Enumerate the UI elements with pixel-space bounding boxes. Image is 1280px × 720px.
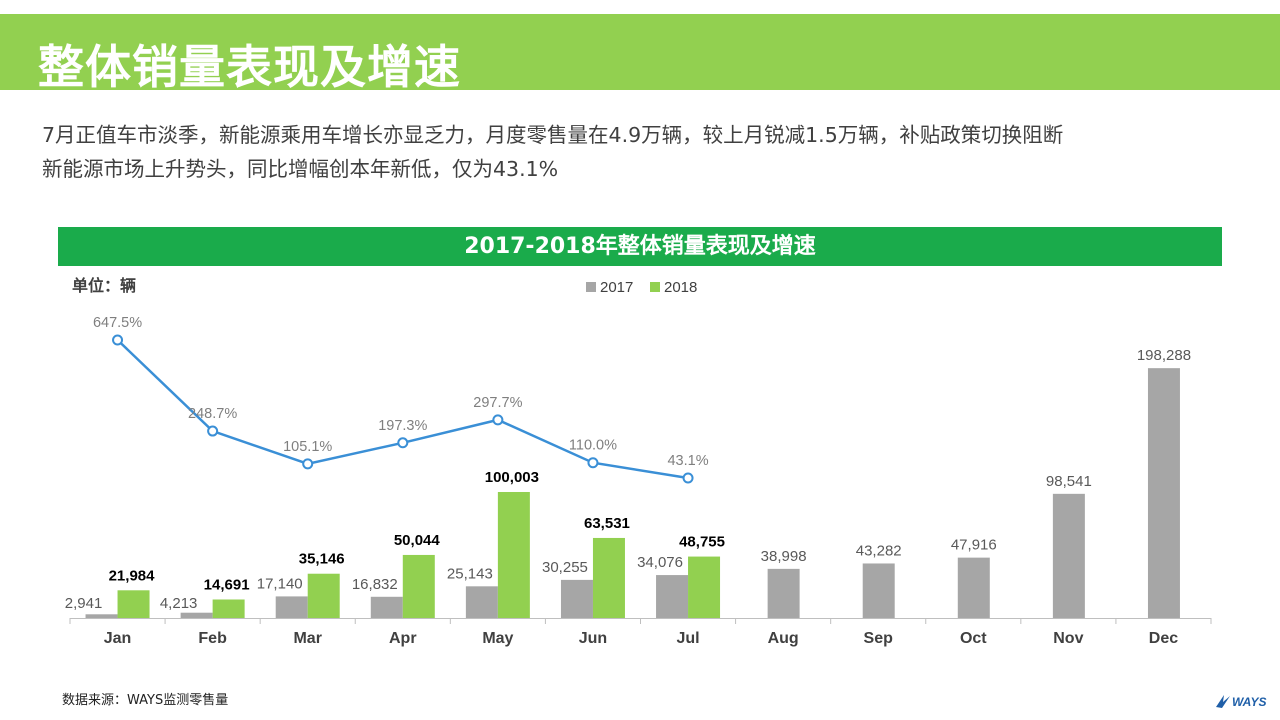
- summary-text: 7月正值车市淡季，新能源乘用车增长亦显乏力，月度零售量在4.9万辆，较上月锐减1…: [42, 118, 1252, 186]
- bar-2017-oct: [957, 557, 990, 618]
- data-label-2017-apr: 16,832: [352, 576, 398, 593]
- x-tick-label-oct: Oct: [960, 630, 987, 647]
- x-tick-label-may: May: [482, 630, 513, 647]
- bar-2018-feb: [212, 599, 245, 618]
- growth-label-jul: 43.1%: [667, 453, 708, 469]
- bar-2018-jul: [688, 556, 721, 618]
- bar-2018-apr: [402, 554, 435, 618]
- x-tick-label-dec: Dec: [1149, 630, 1178, 647]
- logo-text: WAYS: [1232, 695, 1266, 709]
- growth-label-feb: 248.7%: [188, 406, 237, 422]
- x-tick-label-aug: Aug: [768, 630, 799, 647]
- bar-2017-nov: [1052, 493, 1085, 618]
- unit-label: 单位：辆: [72, 276, 137, 295]
- bar-2017-sep: [862, 563, 895, 618]
- growth-label-apr: 197.3%: [378, 418, 427, 434]
- data-label-2018-jul: 48,755: [679, 534, 725, 551]
- data-label-2017-sep: 43,282: [856, 542, 902, 559]
- chart-title: 2017-2018年整体销量表现及增速: [464, 234, 816, 259]
- data-label-2017-nov: 98,541: [1046, 473, 1092, 490]
- legend-swatch-2017: [586, 282, 596, 292]
- x-tick-label-sep: Sep: [864, 630, 894, 647]
- summary-line-2: 新能源市场上升势头，同比增幅创本年新低，仅为43.1%: [42, 157, 559, 181]
- x-tick-label-jun: Jun: [579, 630, 607, 647]
- bar-2017-mar: [275, 596, 308, 618]
- data-label-2017-jun: 30,255: [542, 559, 588, 576]
- growth-label-jun: 110.0%: [569, 438, 617, 454]
- page-title: 整体销量表现及增速: [38, 40, 461, 94]
- x-tick-label-feb: Feb: [198, 630, 227, 647]
- bar-2018-jan: [117, 590, 150, 618]
- data-label-2018-mar: 35,146: [299, 551, 345, 568]
- x-tick-label-nov: Nov: [1053, 630, 1083, 647]
- growth-point-mar: [302, 458, 314, 470]
- top-stripe: [0, 0, 1280, 14]
- growth-label-may: 297.7%: [473, 395, 522, 411]
- logo-swoosh-icon: [1216, 695, 1230, 708]
- data-label-2017-dec: 198,288: [1137, 347, 1191, 364]
- x-tick-label-jul: Jul: [676, 630, 699, 647]
- bar-2018-may: [497, 491, 530, 618]
- growth-point-feb: [207, 425, 219, 437]
- header-bar: 整体销量表现及增速: [0, 14, 1280, 94]
- bar-2017-dec: [1147, 368, 1180, 618]
- growth-point-apr: [397, 437, 409, 449]
- legend-label-2018: 2018: [664, 279, 697, 296]
- bar-2017-jan: [85, 614, 118, 618]
- growth-point-may: [492, 414, 504, 426]
- data-label-2018-jan: 21,984: [109, 567, 156, 584]
- growth-point-jun: [587, 457, 599, 469]
- growth-point-jul: [682, 472, 694, 484]
- data-label-2017-aug: 38,998: [761, 548, 807, 565]
- bar-2017-feb: [180, 612, 213, 618]
- legend-label-2017: 2017: [600, 279, 633, 296]
- data-label-2018-apr: 50,044: [394, 532, 441, 549]
- summary-line-1: 7月正值车市淡季，新能源乘用车增长亦显乏力，月度零售量在4.9万辆，较上月锐减1…: [42, 123, 1064, 147]
- data-label-2018-jun: 63,531: [584, 515, 630, 532]
- bar-2017-aug: [767, 568, 800, 618]
- bar-2017-jul: [656, 575, 689, 618]
- legend-swatch-2018: [650, 282, 660, 292]
- bar-2018-mar: [307, 573, 340, 618]
- growth-label-jan: 647.5%: [93, 315, 142, 331]
- bar-2017-apr: [370, 596, 403, 618]
- data-label-2017-mar: 17,140: [257, 575, 303, 592]
- data-label-2018-may: 100,003: [485, 469, 539, 486]
- growth-point-jan: [112, 334, 124, 346]
- ways-logo: WAYS: [1216, 695, 1266, 709]
- data-label-2017-jan: 2,941: [65, 595, 103, 612]
- x-tick-label-jan: Jan: [104, 630, 132, 647]
- data-label-2017-jul: 34,076: [637, 554, 683, 571]
- growth-label-mar: 105.1%: [283, 439, 332, 455]
- sales-chart: 2017 2018 2,941 21,984 Jan 4,213 14,691 Feb 17,1…: [65, 279, 1212, 647]
- x-tick-label-apr: Apr: [389, 630, 417, 647]
- data-label-2017-may: 25,143: [447, 565, 493, 582]
- data-label-2017-oct: 47,916: [951, 537, 997, 554]
- bar-2018-jun: [592, 537, 625, 618]
- chart-title-bar: 2017-2018年整体销量表现及增速: [58, 227, 1222, 266]
- source-footnote: 数据来源：WAYS监测零售量: [62, 693, 229, 708]
- bar-2017-may: [465, 586, 498, 618]
- data-label-2018-feb: 14,691: [204, 576, 250, 593]
- x-tick-label-mar: Mar: [293, 630, 321, 647]
- data-label-2017-feb: 4,213: [160, 595, 198, 612]
- bar-2017-jun: [560, 579, 593, 618]
